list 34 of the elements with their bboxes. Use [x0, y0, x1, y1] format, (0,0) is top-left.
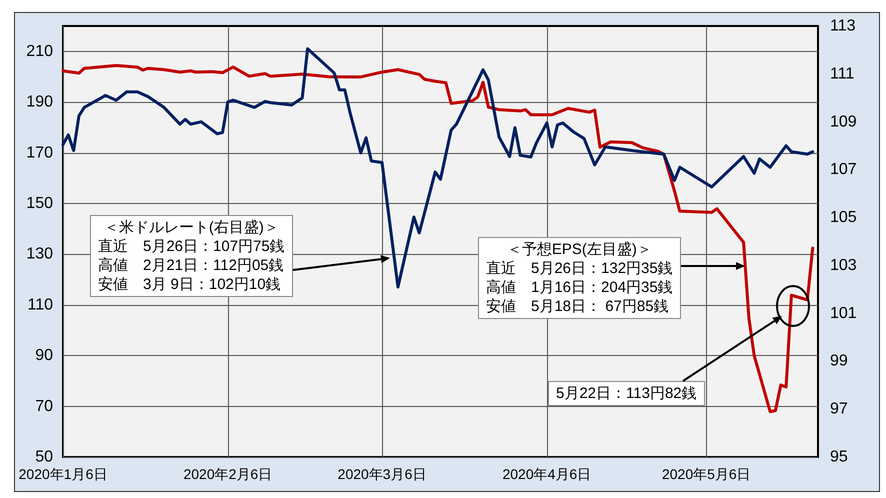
- y2-tick-label: 103: [830, 256, 857, 274]
- x-tick-label: 2020年2月6日: [183, 466, 272, 482]
- x-tick-label: 2020年5月6日: [662, 466, 751, 482]
- y2-tick-label: 99: [830, 352, 848, 370]
- y-tick-label: 90: [35, 347, 54, 364]
- annotation: 安値 3月 9日：102円10銭: [98, 275, 282, 294]
- y-tick-label: 50: [35, 448, 54, 466]
- y-tick-label: 210: [26, 42, 54, 60]
- y2-tick-label: 95: [830, 448, 848, 466]
- annotation: ＜米ドルレート(右目盛)＞: [102, 218, 280, 237]
- y-tick-label: 70: [35, 398, 54, 415]
- annotation: ＜予想EPS(左目盛)＞: [506, 240, 653, 259]
- annotation: 5月22日：113円82銭: [556, 384, 697, 403]
- y2-tick-label: 97: [830, 400, 848, 418]
- y2-tick-label: 113: [830, 18, 856, 34]
- x-tick-label: 2020年3月6日: [338, 466, 426, 482]
- y-tick-label: 170: [26, 144, 54, 162]
- annotation: 安値 5月18日： 67円85銭: [486, 297, 670, 316]
- x-tick-label: 2020年4月6日: [502, 466, 592, 482]
- annotation: 直近 5月26日：132円35銭: [486, 259, 673, 278]
- annotation: 高値 2月21日：112円05銭: [98, 256, 285, 275]
- y-tick-label: 190: [26, 94, 54, 111]
- y2-tick-label: 105: [830, 209, 857, 226]
- y-tick-label: 150: [26, 194, 54, 212]
- x-tick-label: 2020年1月6日: [18, 466, 108, 482]
- y2-tick-label: 109: [830, 113, 857, 130]
- y2-tick-label: 107: [830, 161, 857, 178]
- line-series: [62, 64, 814, 414]
- y2-tick-label: 101: [830, 304, 857, 322]
- annotation: 高値 1月16日：204円35銭: [486, 278, 673, 297]
- annotation: 直近 5月26日：107円75銭: [98, 237, 285, 256]
- y-tick-label: 130: [26, 246, 54, 263]
- y2-tick-label: 111: [830, 65, 854, 82]
- y-tick-label: 110: [27, 296, 54, 314]
